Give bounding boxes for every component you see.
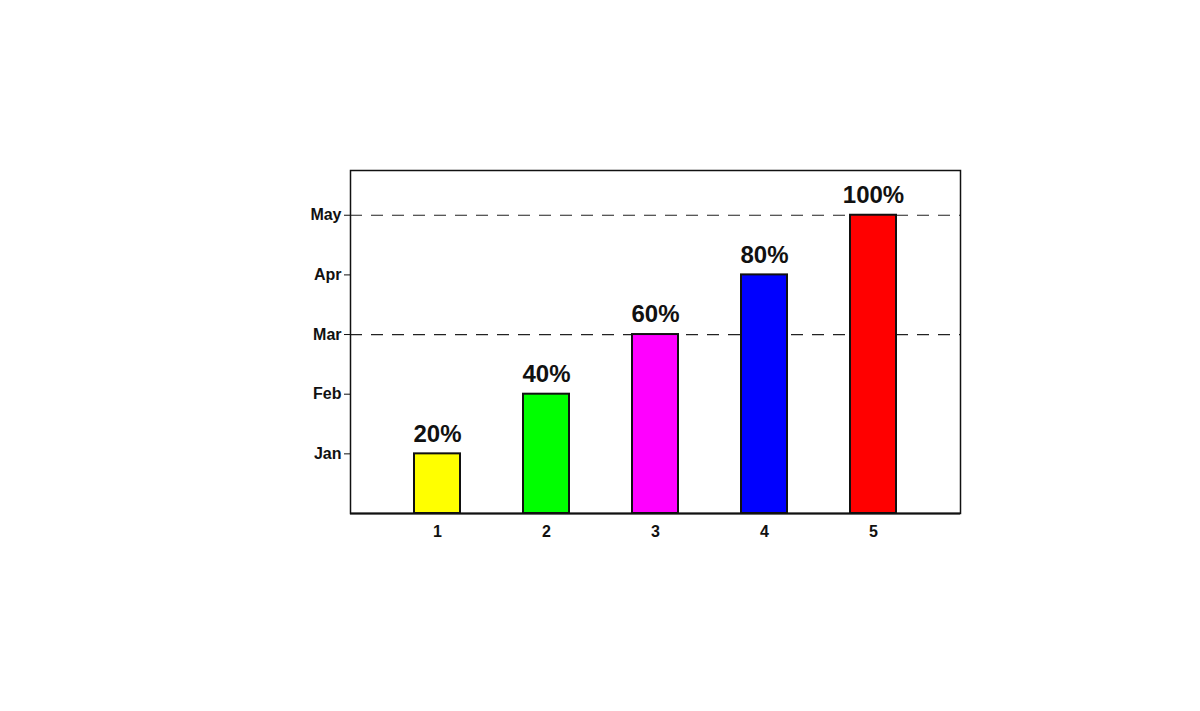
svg-text:Mar: Mar (313, 326, 341, 343)
svg-text:40%: 40% (522, 360, 570, 387)
svg-text:20%: 20% (413, 420, 461, 447)
svg-text:1: 1 (433, 523, 442, 540)
svg-text:3: 3 (651, 523, 660, 540)
svg-text:May: May (310, 206, 341, 223)
svg-text:100%: 100% (843, 181, 904, 208)
svg-text:60%: 60% (631, 300, 679, 327)
svg-text:4: 4 (760, 523, 769, 540)
svg-text:80%: 80% (740, 241, 788, 268)
svg-text:5: 5 (869, 523, 878, 540)
svg-text:2: 2 (542, 523, 551, 540)
svg-text:Jan: Jan (314, 445, 342, 462)
svg-text:Apr: Apr (314, 266, 342, 283)
svg-text:Feb: Feb (313, 385, 342, 402)
